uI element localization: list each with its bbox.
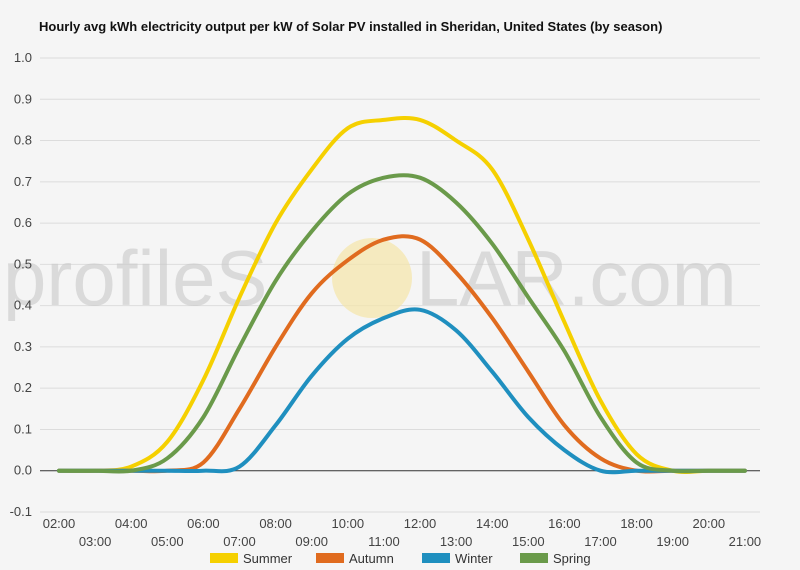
x-tick-label: 17:00 bbox=[584, 534, 617, 549]
legend-label-autumn: Autumn bbox=[349, 551, 394, 566]
y-tick-label: 0.3 bbox=[14, 339, 32, 354]
y-axis-ticks: 1.0 0.9 0.8 0.7 0.6 0.5 0.4 0.3 0.2 0.1 0.0 -0.1 bbox=[10, 50, 32, 519]
legend-label-spring: Spring bbox=[553, 551, 591, 566]
legend-label-summer: Summer bbox=[243, 551, 293, 566]
x-tick-label: 13:00 bbox=[440, 534, 473, 549]
chart-title: Hourly avg kWh electricity output per kW… bbox=[39, 19, 663, 34]
x-axis-ticks: 02:0003:0004:0005:0006:0007:0008:0009:00… bbox=[43, 516, 761, 549]
x-tick-label: 03:00 bbox=[79, 534, 112, 549]
legend-swatch-winter bbox=[422, 553, 450, 563]
x-tick-label: 14:00 bbox=[476, 516, 509, 531]
legend: Summer Autumn Winter Spring bbox=[210, 551, 591, 566]
series-line-summer bbox=[57, 116, 747, 474]
y-tick-label: 0.4 bbox=[14, 298, 32, 313]
x-tick-label: 05:00 bbox=[151, 534, 184, 549]
y-tick-label: 0.0 bbox=[14, 463, 32, 478]
x-tick-label: 15:00 bbox=[512, 534, 545, 549]
y-tick-label: 0.2 bbox=[14, 380, 32, 395]
y-tick-label: 0.5 bbox=[14, 256, 32, 271]
legend-label-winter: Winter bbox=[455, 551, 493, 566]
y-tick-label: 0.8 bbox=[14, 133, 32, 148]
watermark-text-right: LAR.com bbox=[416, 234, 737, 322]
legend-swatch-autumn bbox=[316, 553, 344, 563]
legend-swatch-spring bbox=[520, 553, 548, 563]
x-tick-label: 12:00 bbox=[404, 516, 437, 531]
x-tick-label: 04:00 bbox=[115, 516, 148, 531]
x-tick-label: 08:00 bbox=[259, 516, 292, 531]
x-tick-label: 19:00 bbox=[656, 534, 689, 549]
x-tick-label: 06:00 bbox=[187, 516, 220, 531]
series-lines bbox=[57, 116, 747, 475]
y-tick-label: 0.6 bbox=[14, 215, 32, 230]
y-tick-label: -0.1 bbox=[10, 504, 32, 519]
y-tick-label: 0.7 bbox=[14, 174, 32, 189]
x-tick-label: 16:00 bbox=[548, 516, 581, 531]
y-tick-label: 0.1 bbox=[14, 421, 32, 436]
watermark: profileS LAR.com bbox=[3, 234, 737, 322]
watermark-sun-icon bbox=[332, 238, 412, 318]
series-line-winter bbox=[57, 307, 747, 475]
y-tick-label: 1.0 bbox=[14, 50, 32, 65]
x-tick-label: 09:00 bbox=[295, 534, 328, 549]
y-tick-label: 0.9 bbox=[14, 91, 32, 106]
x-tick-label: 21:00 bbox=[729, 534, 762, 549]
x-tick-label: 20:00 bbox=[693, 516, 726, 531]
x-tick-label: 11:00 bbox=[368, 534, 400, 549]
x-tick-label: 10:00 bbox=[332, 516, 365, 531]
x-tick-label: 18:00 bbox=[620, 516, 653, 531]
x-tick-label: 02:00 bbox=[43, 516, 76, 531]
x-tick-label: 07:00 bbox=[223, 534, 256, 549]
legend-swatch-summer bbox=[210, 553, 238, 563]
watermark-text-left: profileS bbox=[3, 234, 267, 322]
series-line-spring bbox=[57, 173, 747, 474]
